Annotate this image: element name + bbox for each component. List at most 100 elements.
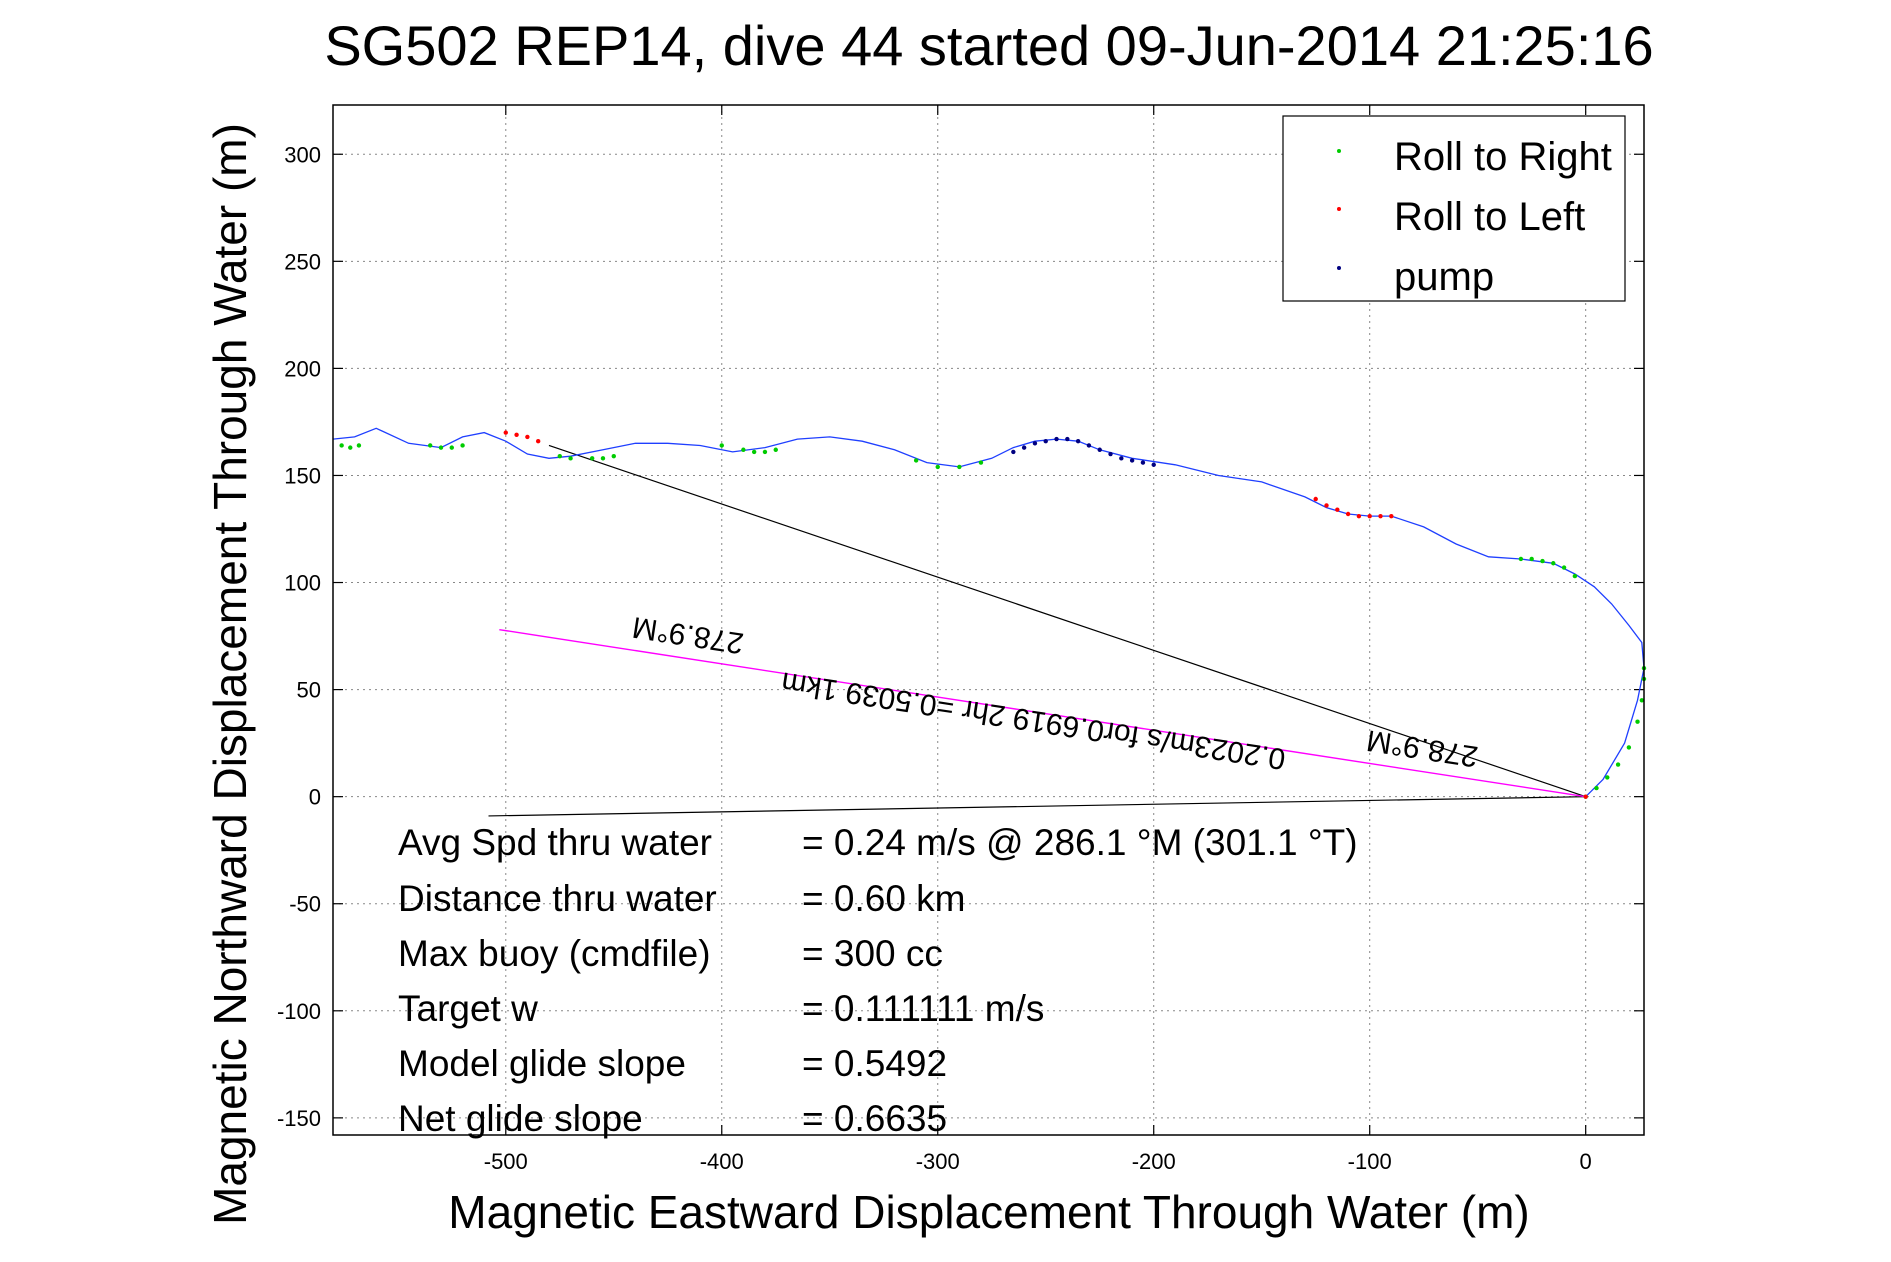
y-tick-label: 300	[284, 142, 321, 167]
roll-right-point	[557, 453, 562, 459]
pump-point	[1086, 443, 1092, 448]
x-tick-label: 0	[1580, 1149, 1592, 1174]
stat-label: Model glide slope	[398, 1043, 686, 1084]
stat-label: Max buoy (cmdfile)	[398, 933, 711, 974]
roll-right-point	[1561, 565, 1567, 570]
roll-right-point	[1615, 762, 1621, 767]
stat-value: = 300 cc	[802, 933, 943, 974]
legend-marker-roll-right	[1337, 149, 1341, 153]
stat-value: = 0.6635	[802, 1098, 947, 1139]
roll-right-point	[957, 464, 962, 470]
current-line	[499, 628, 1586, 798]
grid-lines	[333, 105, 1644, 1135]
roll-right-point	[356, 443, 362, 448]
roll-left-point	[1356, 513, 1362, 519]
roll-right-point	[1626, 745, 1632, 750]
pump-point	[1129, 458, 1135, 463]
stat-label: Target w	[398, 988, 538, 1029]
roll-right-point	[1518, 556, 1524, 562]
y-tick-label: 50	[297, 678, 321, 703]
roll-right-point	[568, 456, 573, 461]
x-axis-label: Magnetic Eastward Displacement Through W…	[448, 1186, 1529, 1238]
pump-point	[1054, 436, 1059, 442]
pump-point	[1021, 445, 1027, 450]
y-tick-label: -150	[277, 1106, 321, 1131]
roll-right-point	[1551, 561, 1556, 566]
roll-right-point	[751, 449, 757, 455]
pump-point	[1108, 451, 1113, 457]
y-tick-label: 250	[284, 249, 321, 274]
roll-right-point	[460, 443, 465, 448]
stat-label: Avg Spd thru water	[398, 822, 712, 863]
roll-right-point	[339, 443, 344, 448]
y-tick-label: 150	[284, 463, 321, 488]
pump-point	[1119, 456, 1124, 461]
roll-right-point	[935, 464, 940, 470]
roll-right-point	[1594, 785, 1599, 791]
dive-statistics: Avg Spd thru water = 0.24 m/s @ 286.1 °M…	[398, 822, 1358, 1139]
y-tick-label: 0	[309, 785, 321, 810]
legend-label-roll-right: Roll to Right	[1394, 135, 1612, 179]
y-tick-label: 200	[284, 356, 321, 381]
roll-right-point	[1605, 775, 1610, 780]
stat-value: = 0.5492	[802, 1043, 947, 1084]
pump-point	[1011, 449, 1016, 455]
roll-right-point	[449, 445, 454, 450]
legend-marker-pump	[1337, 266, 1341, 270]
roll-right-point	[427, 443, 433, 448]
legend: Roll to Right Roll to Left pump	[1282, 115, 1626, 302]
x-tick-label: -200	[1132, 1149, 1176, 1174]
roll-right-point	[1639, 698, 1645, 703]
pump-point	[1043, 438, 1048, 444]
roll-left-point	[1345, 511, 1351, 517]
roll-right-point	[1635, 719, 1640, 724]
stat-label: Distance thru water	[398, 878, 717, 919]
plot-area-frame	[332, 104, 1645, 1136]
roll-left-point	[1389, 513, 1394, 519]
roll-left-point	[535, 438, 541, 444]
pump-point	[1140, 460, 1146, 465]
roll-right-point	[348, 445, 353, 450]
x-tick-label: -300	[916, 1149, 960, 1174]
roll-left-point	[514, 432, 519, 437]
roll-left-point	[1313, 496, 1318, 502]
pump-point	[1032, 441, 1038, 446]
roll-right-point	[719, 443, 724, 448]
pump-point	[1097, 447, 1102, 452]
x-tick-label: -400	[700, 1149, 744, 1174]
stat-value: = 0.60 km	[802, 878, 966, 919]
stat-value: = 0.111111 m/s	[802, 988, 1044, 1029]
x-tick-label: -100	[1348, 1149, 1392, 1174]
reference-line	[488, 796, 1586, 817]
legend-marker-roll-left	[1337, 207, 1341, 211]
roll-left-point	[1324, 503, 1329, 508]
pump-point	[1065, 436, 1070, 442]
roll-left-point	[1583, 794, 1588, 799]
y-axis-label: Magnetic Northward Displacement Through …	[204, 123, 256, 1225]
roll-left-point	[1335, 507, 1340, 512]
roll-right-point	[741, 447, 746, 452]
roll-right-point	[611, 453, 616, 459]
roll-right-point	[913, 458, 919, 463]
roll-right-point	[762, 449, 768, 455]
roll-right-point	[589, 456, 595, 461]
legend-label-roll-left: Roll to Left	[1394, 195, 1585, 239]
axis-ticks: -500 -400 -300 -200 -100 0-150-100-5005010015…	[277, 105, 1644, 1174]
net-displacement-line	[548, 444, 1586, 798]
roll-right-point	[978, 460, 984, 465]
roll-right-point	[773, 447, 778, 452]
legend-label-pump: pump	[1394, 255, 1494, 299]
y-tick-label: -100	[277, 999, 321, 1024]
roll-right-point	[1572, 573, 1578, 579]
y-tick-label: -50	[289, 892, 321, 917]
pump-point	[1151, 462, 1156, 467]
y-tick-label: 100	[284, 571, 321, 596]
roll-right-point	[600, 456, 606, 461]
x-tick-label: -500	[484, 1149, 528, 1174]
roll-right-point	[1529, 556, 1534, 562]
chart-title: SG502 REP14, dive 44 started 09-Jun-2014…	[324, 14, 1653, 77]
stat-label: Net glide slope	[398, 1098, 643, 1139]
roll-left-point	[525, 434, 530, 440]
roll-left-point	[1367, 513, 1372, 519]
